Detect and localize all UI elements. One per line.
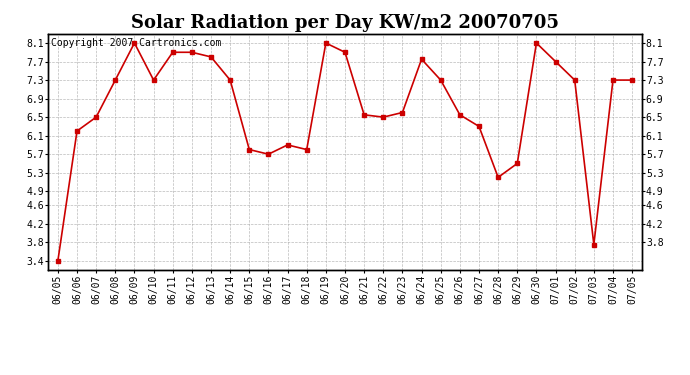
Text: Copyright 2007 Cartronics.com: Copyright 2007 Cartronics.com bbox=[51, 39, 221, 48]
Title: Solar Radiation per Day KW/m2 20070705: Solar Radiation per Day KW/m2 20070705 bbox=[131, 14, 559, 32]
